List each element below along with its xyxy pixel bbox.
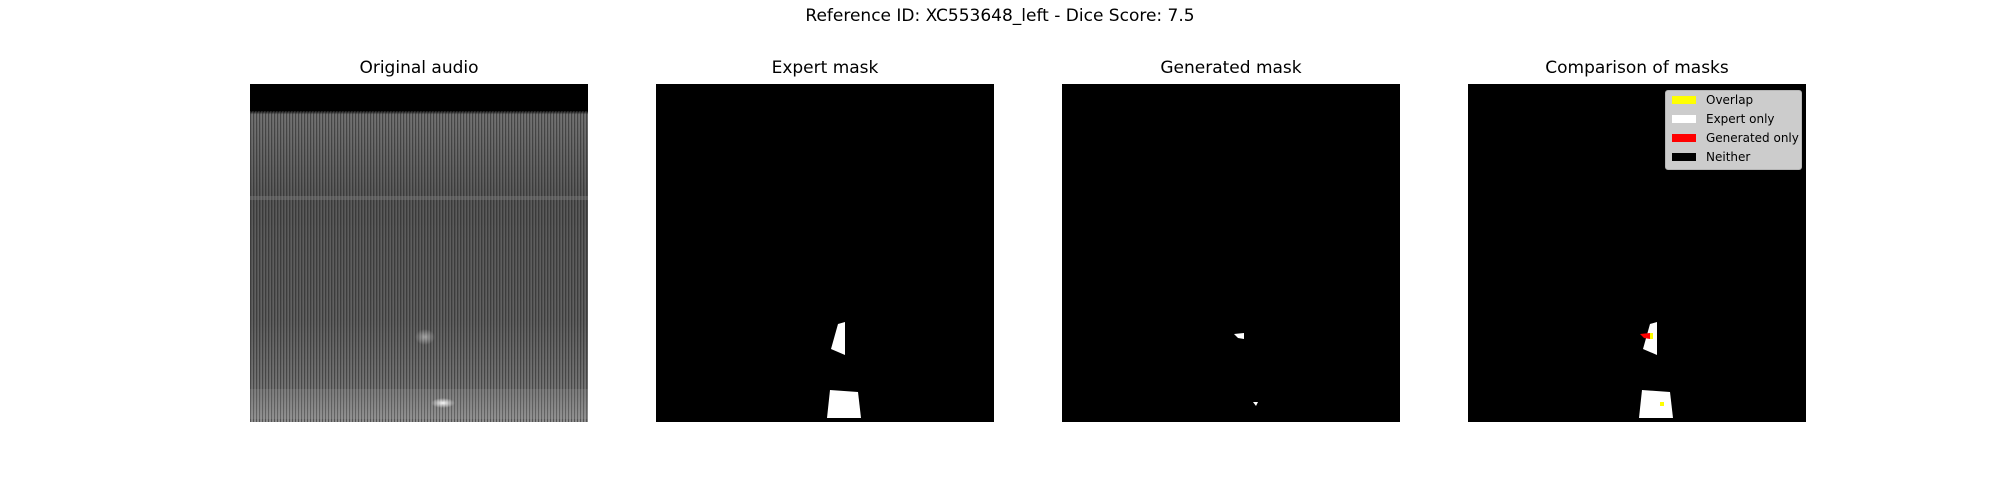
comparison-overlap-upper bbox=[1650, 333, 1653, 339]
expert-region-lower bbox=[827, 390, 861, 418]
legend-label-generated-only: Generated only bbox=[1706, 131, 1799, 145]
legend-item-overlap: Overlap bbox=[1672, 92, 1753, 108]
original-audio-spectrogram bbox=[250, 84, 588, 422]
legend-swatch-overlap bbox=[1672, 96, 1696, 104]
panel-title-comparison: Comparison of masks bbox=[1545, 58, 1729, 78]
comparison-legend: Overlap Expert only Generated only Neith… bbox=[1665, 90, 1802, 170]
comparison-overlap-lower bbox=[1660, 402, 1664, 406]
legend-label-neither: Neither bbox=[1706, 150, 1751, 164]
legend-label-overlap: Overlap bbox=[1706, 93, 1754, 107]
legend-item-neither: Neither bbox=[1672, 149, 1750, 165]
legend-label-expert-only: Expert only bbox=[1706, 112, 1775, 126]
expert-region-upper bbox=[831, 322, 845, 355]
legend-item-generated-only: Generated only bbox=[1672, 130, 1799, 146]
legend-swatch-generated-only bbox=[1672, 134, 1696, 142]
comparison-expert-lower bbox=[1639, 390, 1673, 418]
generated-region-upper bbox=[1234, 333, 1244, 339]
legend-swatch-neither bbox=[1672, 153, 1696, 161]
panel-title-original-audio: Original audio bbox=[359, 58, 479, 78]
legend-swatch-expert-only bbox=[1672, 115, 1696, 123]
panel-title-generated-mask: Generated mask bbox=[1160, 58, 1302, 78]
generated-region-lower bbox=[1253, 402, 1258, 406]
panel-title-expert-mask: Expert mask bbox=[771, 58, 879, 78]
legend-item-expert-only: Expert only bbox=[1672, 111, 1775, 127]
comparison-generated-only bbox=[1640, 333, 1650, 339]
generated-mask-image bbox=[1062, 84, 1400, 422]
expert-mask-image bbox=[656, 84, 994, 422]
figure-title: Reference ID: XC553648_left - Dice Score… bbox=[805, 6, 1195, 26]
